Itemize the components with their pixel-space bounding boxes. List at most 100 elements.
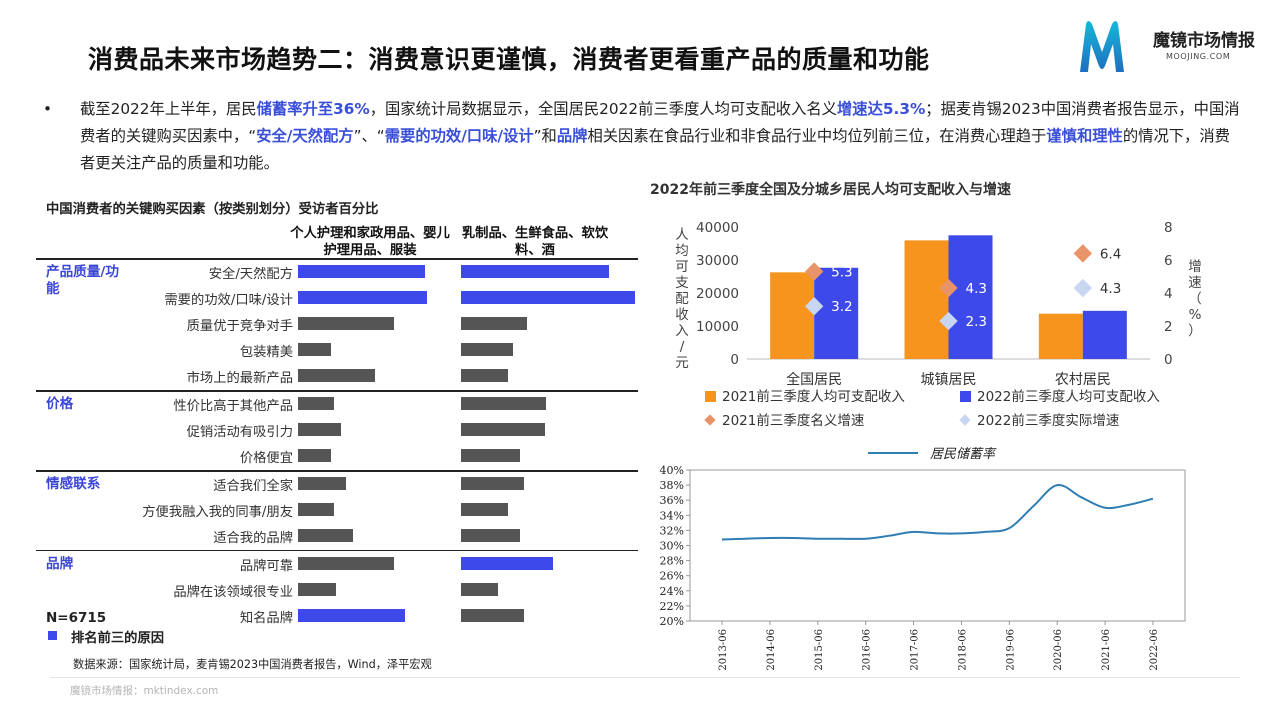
plot-frame — [689, 469, 1186, 622]
x-tick-label: 2020-06 — [1053, 629, 1064, 670]
highlight-text: 安全/天然配方 — [256, 127, 354, 145]
point-nominal-growth — [1073, 244, 1093, 263]
logo-name: 魔镜市场情报 — [1153, 31, 1255, 51]
factor-label: 价格便宜 — [239, 451, 293, 467]
y-tick-label: 0 — [730, 352, 739, 368]
data-label: 5.3 — [831, 265, 852, 281]
y2-tick-label: 8 — [1164, 220, 1173, 236]
bar-food — [461, 503, 508, 517]
bar-nonfood — [298, 423, 341, 437]
moojing-logo — [1080, 21, 1124, 72]
legend-label-top3: 排名前三的原因 — [71, 631, 165, 646]
body-text: ，国家统计局数据显示，全国居民2022前三季度人均可支配收入名义 — [369, 100, 837, 118]
bar-food — [461, 265, 609, 278]
factor-label: 需要的功效/口味/设计 — [164, 293, 293, 309]
factor-label: 品牌在该领域很专业 — [173, 585, 293, 600]
legend-swatch — [960, 391, 971, 402]
x-tick-label: 2019-06 — [1005, 629, 1016, 670]
bar-food — [461, 609, 524, 623]
y2-axis-label-char: 增 — [1188, 259, 1202, 275]
bar-nonfood — [298, 583, 336, 596]
group-divider — [36, 470, 638, 472]
bar-food — [461, 397, 547, 411]
y-axis-label-char: 支 — [675, 275, 689, 291]
group-divider — [36, 390, 638, 392]
body-text: 相关因素在食品行业和非食品行业中均位列前三位，在消费心理趋于 — [587, 127, 1047, 145]
y2-axis-label-char: （ — [1188, 291, 1202, 307]
legend-swatch-top3 — [48, 631, 57, 640]
y2-tick-label: 0 — [1164, 352, 1173, 368]
factor-label: 适合我的品牌 — [213, 531, 293, 547]
data-label: 4.3 — [1100, 281, 1121, 297]
x-tick-label: 2021-06 — [1101, 629, 1112, 670]
income-chart-title: 2022年前三季度全国及分城乡居民人均可支配收入与增速 — [650, 182, 1011, 198]
body-text: ”、“ — [353, 127, 385, 145]
bar-food — [461, 369, 508, 383]
data-label: 6.4 — [1100, 246, 1121, 262]
point-real-growth — [1073, 278, 1093, 298]
category-label: 品牌 — [46, 555, 74, 572]
data-source: 数据来源：国家统计局，麦肯锡2023中国消费者报告，Wind，泽平宏观 — [73, 658, 432, 671]
highlight-text: 储蓄率升至36% — [256, 100, 370, 118]
bar-2022-income — [1082, 310, 1127, 359]
bar-food — [461, 556, 554, 570]
bar-nonfood — [298, 369, 376, 383]
legend-label: 2021前三季度名义增速 — [722, 412, 864, 429]
y-tick-label: 22% — [660, 600, 684, 613]
y-tick-label: 20% — [660, 615, 684, 628]
category-label: 价格 — [46, 396, 74, 413]
y-axis-label-char: 收 — [675, 307, 689, 323]
legend-swatch — [959, 414, 971, 426]
x-tick-label: 2017-06 — [910, 629, 921, 670]
y2-tick-label: 6 — [1164, 253, 1173, 269]
summary-bullet: • 截至2022年上半年，居民储蓄率升至36%，国家统计局数据显示，全国居民20… — [30, 96, 1240, 177]
factor-label: 市场上的最新产品 — [186, 371, 293, 387]
y-axis-label-char: / — [680, 339, 685, 355]
bar-nonfood — [298, 477, 347, 490]
body-text: 截至2022年上半年，居民 — [80, 100, 257, 118]
column-header-nonfood: 个人护理和家政用品、婴儿护理用品、服装 — [290, 226, 450, 258]
group-divider — [36, 549, 638, 552]
category-label: 产品质量/功能 — [46, 264, 119, 297]
y-axis-label-char: 元 — [675, 355, 689, 371]
bar-food — [461, 529, 521, 543]
bar-food — [461, 583, 498, 596]
summary-text: 截至2022年上半年，居民储蓄率升至36%，国家统计局数据显示，全国居民2022… — [80, 96, 1240, 177]
bar-2022-income — [814, 267, 859, 359]
factor-label: 品牌可靠 — [239, 558, 293, 574]
legend-label: 2021前三季度人均可支配收入 — [722, 388, 905, 405]
y-tick-label: 40000 — [696, 220, 739, 236]
category-label: 情感联系 — [46, 476, 101, 492]
bar-food — [461, 449, 521, 463]
factor-label: 知名品牌 — [239, 611, 293, 627]
savings-rate-line — [721, 484, 1154, 541]
y-axis-label-char: 均 — [675, 243, 689, 259]
y2-tick-label: 4 — [1164, 286, 1173, 302]
bar-nonfood — [298, 265, 426, 278]
x-tick-label: 2014-06 — [766, 629, 777, 670]
y2-axis-label-char: ） — [1188, 323, 1202, 339]
savings-rate-chart: 20% 22% 24% 26% 28% 30% 32% 34% 36% 38% 40% 2013-06… — [660, 446, 1186, 670]
legend-label: 居民储蓄率 — [930, 446, 997, 462]
y-axis-label-char: 入 — [675, 323, 689, 339]
factor-label: 性价比高于其他产品 — [173, 399, 293, 415]
y-tick-label: 38% — [660, 479, 684, 492]
body-text: ；据麦肯锡2023中国消费者报告显示，中国消费者的关键购买因素中，“ — [80, 100, 1240, 145]
data-label: 2.3 — [966, 314, 987, 330]
left-chart-title: 中国消费者的关键购买因素（按类别划分）受访者百分比 — [46, 202, 379, 217]
y-tick-label: 24% — [660, 585, 684, 598]
bar-food — [461, 477, 524, 490]
x-tick-label: 2016-06 — [862, 629, 873, 670]
bar-food — [461, 343, 514, 357]
bar-food — [461, 291, 635, 305]
x-tick-label: 2018-06 — [957, 629, 968, 670]
bar-nonfood — [298, 343, 331, 357]
factor-label: 质量优于竞争对手 — [186, 319, 293, 335]
y-tick-label: 30000 — [696, 253, 739, 269]
bar-2021-income — [770, 272, 815, 359]
x-tick-label: 全国居民 — [786, 371, 842, 388]
column-header-food: 乳制品、生鲜食品、软饮料、酒 — [461, 226, 609, 258]
highlight-text: 品牌 — [556, 127, 588, 145]
highlight-text: 谨慎和理性 — [1046, 127, 1123, 145]
body-text: 的情况下，消费者更关注产品的质量和功能。 — [80, 127, 1230, 172]
